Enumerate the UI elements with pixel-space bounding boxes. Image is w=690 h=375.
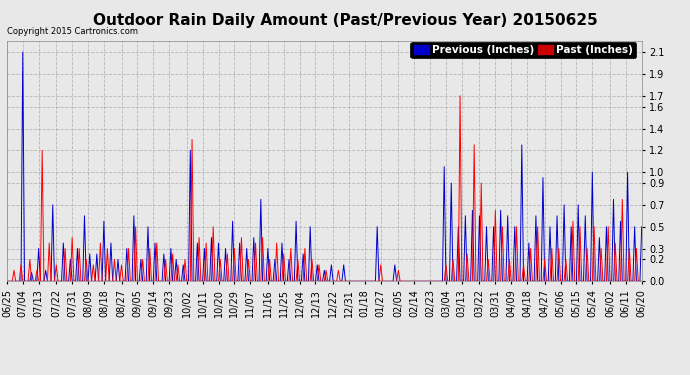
Text: Copyright 2015 Cartronics.com: Copyright 2015 Cartronics.com — [7, 27, 138, 36]
Text: Outdoor Rain Daily Amount (Past/Previous Year) 20150625: Outdoor Rain Daily Amount (Past/Previous… — [92, 13, 598, 28]
Legend: Previous (Inches), Past (Inches): Previous (Inches), Past (Inches) — [411, 42, 636, 58]
